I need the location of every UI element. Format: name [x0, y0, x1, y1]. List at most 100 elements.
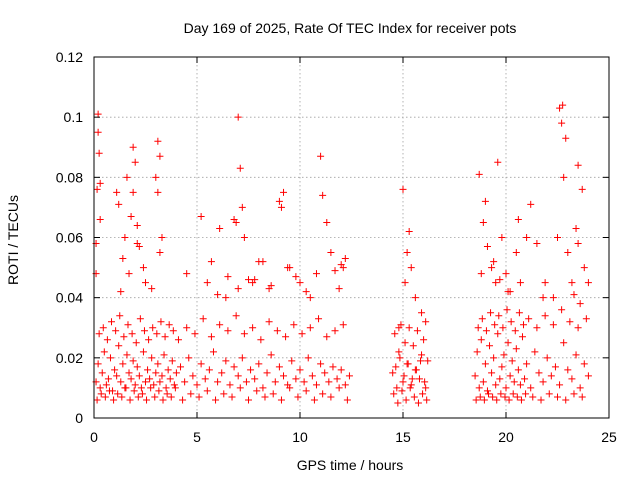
data-point	[337, 261, 345, 269]
data-point	[170, 381, 178, 389]
data-point	[267, 282, 275, 290]
data-point	[539, 294, 547, 302]
data-point	[119, 360, 127, 368]
data-point	[539, 378, 547, 386]
data-point	[93, 396, 101, 404]
data-point	[123, 351, 131, 359]
data-point	[562, 396, 570, 404]
data-point	[516, 279, 524, 287]
data-point	[535, 369, 543, 377]
data-point	[392, 363, 400, 371]
data-point	[333, 375, 341, 383]
data-point	[96, 215, 104, 223]
data-point	[132, 339, 140, 347]
data-point	[475, 170, 483, 178]
data-point	[393, 384, 401, 392]
data-point	[541, 312, 549, 320]
data-point	[167, 393, 175, 401]
y-tick-label: 0.08	[56, 169, 83, 185]
data-point	[508, 357, 516, 365]
data-point	[101, 393, 109, 401]
x-tick-label: 10	[292, 429, 308, 445]
y-tick-label: 0.12	[56, 49, 83, 65]
data-point	[275, 197, 283, 205]
data-point	[512, 249, 520, 257]
data-point	[197, 212, 205, 220]
data-point	[179, 396, 187, 404]
data-point	[156, 249, 164, 257]
data-point	[242, 378, 250, 386]
data-point	[405, 324, 413, 332]
data-point	[527, 384, 535, 392]
data-point	[298, 330, 306, 338]
data-point	[112, 327, 120, 335]
data-point	[327, 249, 335, 257]
data-point	[504, 339, 512, 347]
data-point	[159, 396, 167, 404]
data-point	[411, 294, 419, 302]
data-point	[422, 318, 430, 326]
data-point	[558, 306, 566, 314]
data-point	[400, 372, 408, 380]
data-point	[158, 234, 166, 241]
data-point	[129, 143, 137, 151]
data-point	[153, 330, 161, 338]
data-point	[404, 360, 412, 368]
data-point	[122, 384, 130, 392]
data-point	[487, 309, 495, 317]
data-point	[517, 396, 525, 404]
data-point	[419, 390, 427, 398]
data-point	[329, 363, 337, 371]
data-point	[269, 390, 277, 398]
data-point	[554, 234, 561, 241]
data-point	[275, 363, 283, 371]
data-point	[183, 270, 191, 278]
data-point	[492, 279, 500, 287]
x-tick-label: 25	[601, 429, 617, 445]
data-point	[474, 324, 482, 332]
data-point	[259, 384, 267, 392]
data-point	[572, 224, 580, 232]
data-point	[500, 351, 508, 359]
data-point	[261, 393, 269, 401]
data-point	[481, 360, 489, 368]
data-point	[420, 336, 428, 344]
data-point	[234, 113, 242, 121]
data-point	[484, 390, 492, 398]
data-point	[277, 203, 285, 211]
data-point	[498, 234, 506, 241]
data-point	[140, 327, 148, 335]
data-point	[498, 363, 506, 371]
data-point	[472, 396, 480, 404]
data-point	[423, 396, 431, 404]
data-point	[187, 390, 195, 398]
data-point	[195, 393, 203, 401]
data-point	[582, 315, 590, 323]
data-point	[197, 360, 205, 368]
data-point	[486, 342, 494, 350]
data-point	[96, 384, 104, 392]
data-point	[216, 224, 224, 232]
data-point	[127, 212, 135, 220]
data-point	[511, 327, 519, 335]
data-point	[129, 357, 137, 365]
data-point	[247, 366, 255, 374]
data-point	[580, 264, 588, 272]
data-point	[407, 264, 415, 272]
data-point	[160, 351, 168, 359]
data-point	[94, 110, 102, 118]
data-point	[111, 366, 119, 374]
data-point	[168, 357, 176, 365]
data-point	[574, 324, 582, 332]
data-point	[415, 375, 423, 383]
data-point	[148, 285, 156, 293]
data-point	[407, 381, 415, 389]
data-point	[335, 384, 343, 392]
data-point	[403, 249, 411, 257]
data-point	[418, 351, 426, 359]
data-point	[394, 399, 402, 407]
data-point	[471, 372, 479, 380]
data-point	[533, 324, 541, 332]
grid-lines	[94, 57, 609, 418]
data-point	[490, 354, 498, 362]
